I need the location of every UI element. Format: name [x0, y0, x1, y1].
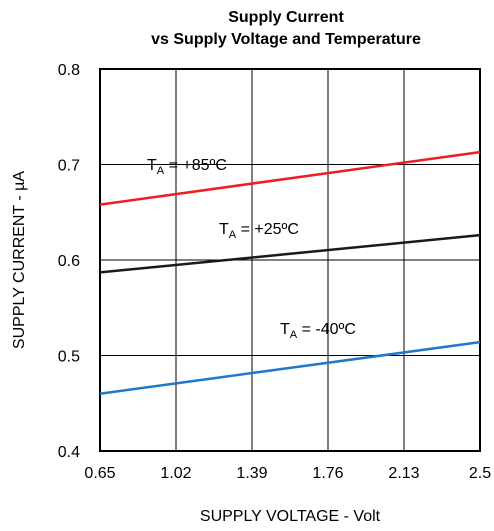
y-tick-label: 0.7 — [58, 158, 80, 175]
series-line — [99, 233, 481, 274]
series-label-85c: TA = +85ºC — [147, 157, 227, 177]
grid — [100, 69, 480, 451]
series-label-minus40c: TA = -40ºC — [280, 321, 356, 341]
series-line — [99, 150, 481, 206]
chart-title: Supply Current — [228, 9, 344, 26]
x-tick-label: 2.13 — [388, 465, 419, 482]
x-tick-label: 1.39 — [236, 465, 267, 482]
series-lines — [99, 150, 481, 395]
y-tick-labels: 0.4 0.5 0.6 0.7 0.8 — [58, 62, 80, 461]
chart-subtitle: vs Supply Voltage and Temperature — [151, 31, 421, 48]
x-tick-label: 0.65 — [84, 465, 115, 482]
series-line — [99, 340, 481, 395]
y-tick-label: 0.4 — [58, 444, 80, 461]
y-tick-label: 0.8 — [58, 62, 80, 79]
plot-frame — [99, 68, 481, 452]
x-tick-label: 1.02 — [160, 465, 191, 482]
x-tick-labels: 0.65 1.02 1.39 1.76 2.13 2.5 — [84, 465, 491, 482]
x-tick-label: 2.5 — [469, 465, 491, 482]
x-tick-label: 1.76 — [312, 465, 343, 482]
y-tick-label: 0.5 — [58, 349, 80, 366]
y-tick-label: 0.6 — [58, 253, 80, 270]
series-label-25c: TA = +25ºC — [219, 221, 299, 241]
y-axis-label: SUPPLY CURRENT - µA — [11, 171, 28, 349]
x-axis-label: SUPPLY VOLTAGE - Volt — [200, 508, 381, 525]
